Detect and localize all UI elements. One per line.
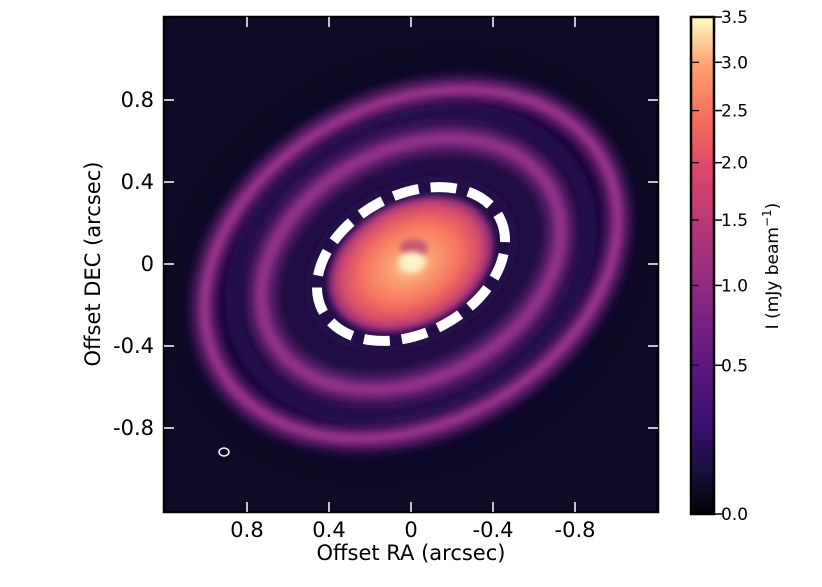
- colorbar-tick-label-5: 1.0: [721, 276, 748, 296]
- x-tick-label-2: 0: [404, 518, 417, 542]
- colorbar-gradient: [691, 17, 714, 514]
- colorbar-tick-label-7: 0.0: [721, 505, 748, 525]
- y-tick-label-3: -0.4: [113, 334, 154, 358]
- y-tick-label-0: 0.8: [121, 88, 154, 112]
- colorbar-tick-label-0: 3.5: [721, 8, 748, 28]
- central-cavity: [400, 239, 428, 257]
- y-tick-label-4: -0.8: [113, 416, 154, 440]
- colorbar-frame: [689, 15, 716, 516]
- colorbar-tick-label-2: 2.5: [721, 102, 748, 122]
- colorbar-tick-label-6: 0.5: [721, 356, 748, 376]
- y-tick-label-2: 0: [141, 252, 154, 276]
- x-tick-label-0: 0.8: [230, 518, 263, 542]
- colorbar-tick-label-4: 1.5: [721, 211, 748, 231]
- x-tick-label-3: -0.4: [473, 518, 514, 542]
- x-axis-label: Offset RA (arcsec): [317, 541, 506, 565]
- bright-core: [399, 252, 425, 272]
- colorbar-ticks: 3.5 3.0 2.5 2.0 1.5 1.0 0.5 0.0: [691, 8, 748, 525]
- colorbar-label-superscript: −1: [760, 209, 774, 227]
- y-axis-label: Offset DEC (arcsec): [81, 162, 105, 367]
- y-tick-label-1: 0.4: [121, 170, 154, 194]
- beam-ellipse: [218, 447, 230, 457]
- colorbar-label: I (mJy beam−1): [760, 203, 783, 330]
- colorbar: 3.5 3.0 2.5 2.0 1.5 1.0 0.5 0.0 I (mJy beam−1): [689, 8, 783, 525]
- x-axis-ticks: 0.8 0.4 0 -0.4 -0.8: [230, 17, 595, 542]
- x-tick-label-1: 0.4: [312, 518, 345, 542]
- dashed-ring-annotation: [311, 182, 511, 346]
- colorbar-tick-label-3: 2.0: [721, 154, 748, 174]
- colorbar-tick-label-1: 3.0: [721, 53, 748, 73]
- y-axis-ticks: 0.8 0.4 0 -0.4 -0.8: [113, 88, 658, 440]
- x-tick-label-4: -0.8: [555, 518, 596, 542]
- disk-image: [164, 17, 658, 512]
